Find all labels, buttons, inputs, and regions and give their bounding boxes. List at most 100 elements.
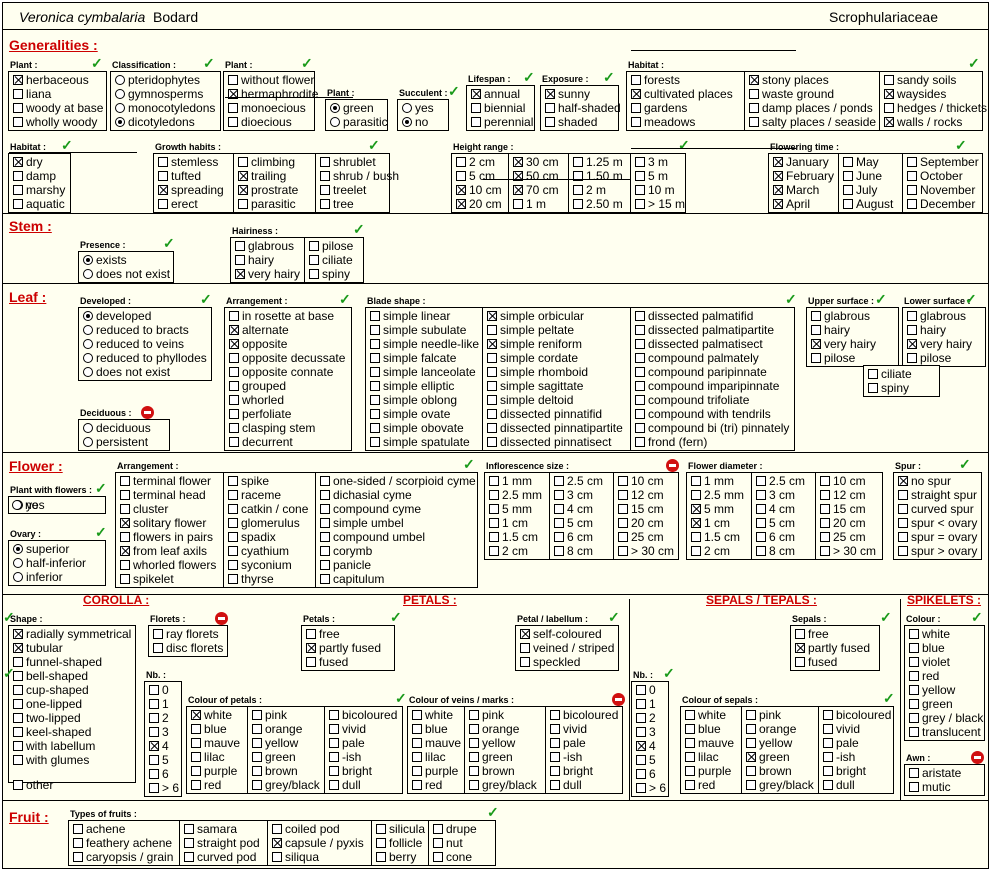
option-nb[interactable]: 6 xyxy=(633,767,656,781)
option-developed[interactable]: developed xyxy=(80,309,151,323)
checkbox[interactable] xyxy=(820,490,830,500)
option-spur[interactable]: spur < ovary xyxy=(895,516,977,530)
option-plant[interactable]: wholly woody xyxy=(10,115,97,129)
checkbox[interactable] xyxy=(907,353,917,363)
option-blade-shape[interactable]: frond (fern) xyxy=(632,435,707,449)
checkbox[interactable] xyxy=(229,437,239,447)
option-colour-of-veins-marks[interactable]: green xyxy=(466,750,513,764)
checkbox[interactable] xyxy=(320,560,330,570)
radio-button[interactable] xyxy=(12,500,22,510)
radio-button[interactable] xyxy=(13,572,23,582)
checkbox[interactable] xyxy=(370,395,380,405)
checkbox[interactable] xyxy=(550,738,560,748)
option-inflorescence-size[interactable]: 1 cm xyxy=(486,516,528,530)
option-petal-labellum[interactable]: veined / striped xyxy=(517,641,614,655)
option-colour-of-veins-marks[interactable]: -ish xyxy=(547,750,582,764)
option-petal-labellum[interactable]: speckled xyxy=(517,655,580,669)
checkbox[interactable] xyxy=(235,269,245,279)
option-height-range[interactable]: 2 m xyxy=(570,183,606,197)
checkbox[interactable] xyxy=(13,117,23,127)
option-colour[interactable]: green xyxy=(906,697,953,711)
option-extra[interactable]: ciliate xyxy=(865,367,912,381)
option-colour-of-petals[interactable]: green xyxy=(249,750,296,764)
checkbox[interactable] xyxy=(550,766,560,776)
option-arrangement[interactable]: thyrse xyxy=(225,572,274,586)
option-inflorescence-size[interactable]: 5 mm xyxy=(486,502,532,516)
checkbox[interactable] xyxy=(370,339,380,349)
option-growth-habits[interactable]: prostrate xyxy=(235,183,298,197)
checkbox[interactable] xyxy=(471,103,481,113)
checkbox[interactable] xyxy=(191,710,201,720)
checkbox[interactable] xyxy=(685,766,695,776)
option-shape[interactable]: radially symmetrical xyxy=(10,627,131,641)
option-colour-of-sepals[interactable]: -ish xyxy=(820,750,855,764)
option-flower-diameter[interactable]: > 30 cm xyxy=(817,544,876,558)
checkbox[interactable] xyxy=(884,75,894,85)
option-flower-diameter[interactable]: 8 cm xyxy=(753,544,795,558)
option-height-range[interactable]: 30 cm xyxy=(510,155,559,169)
option-nb[interactable]: 1 xyxy=(146,697,169,711)
option-inflorescence-size[interactable]: 1.5 cm xyxy=(486,530,538,544)
checkbox[interactable] xyxy=(884,89,894,99)
option-nb[interactable]: 3 xyxy=(146,725,169,739)
checkbox[interactable] xyxy=(487,381,497,391)
option-flower-diameter[interactable]: 12 cm xyxy=(817,488,866,502)
checkbox[interactable] xyxy=(746,738,756,748)
option-inflorescence-size[interactable]: 12 cm xyxy=(615,488,664,502)
checkbox[interactable] xyxy=(573,157,583,167)
option-growth-habits[interactable]: tree xyxy=(317,197,354,211)
option-growth-habits[interactable]: shrublet xyxy=(317,155,376,169)
checkbox[interactable] xyxy=(228,89,238,99)
option-plant[interactable]: parasitic xyxy=(327,115,388,129)
checkbox[interactable] xyxy=(554,532,564,542)
option-colour-of-veins-marks[interactable]: yellow xyxy=(466,736,515,750)
checkbox[interactable] xyxy=(191,738,201,748)
checkbox[interactable] xyxy=(691,476,701,486)
option-blade-shape[interactable]: simple lanceolate xyxy=(367,365,476,379)
option-flower-diameter[interactable]: 25 cm xyxy=(817,530,866,544)
checkbox[interactable] xyxy=(691,490,701,500)
option-arrangement[interactable]: grouped xyxy=(226,379,286,393)
option-arrangement[interactable]: opposite xyxy=(226,337,287,351)
option-blade-shape[interactable]: simple deltoid xyxy=(484,393,573,407)
option-arrangement[interactable]: simple umbel xyxy=(317,516,404,530)
checkbox[interactable] xyxy=(149,713,159,723)
checkbox[interactable] xyxy=(820,504,830,514)
option-blade-shape[interactable]: simple needle-like xyxy=(367,337,479,351)
checkbox[interactable] xyxy=(909,713,919,723)
checkbox[interactable] xyxy=(13,75,23,85)
option-classification[interactable]: gymnosperms xyxy=(112,87,203,101)
option-flowering-time[interactable]: September xyxy=(904,155,979,169)
option-types-of-fruits[interactable]: achene xyxy=(70,822,125,836)
checkbox[interactable] xyxy=(471,89,481,99)
option-height-range[interactable]: 50 cm xyxy=(510,169,559,183)
checkbox[interactable] xyxy=(489,518,499,528)
checkbox[interactable] xyxy=(149,727,159,737)
option-shape[interactable]: bell-shaped xyxy=(10,669,88,683)
checkbox[interactable] xyxy=(320,532,330,542)
option-habitat[interactable]: cultivated places xyxy=(628,87,733,101)
checkbox[interactable] xyxy=(898,518,908,528)
option-arrangement[interactable]: raceme xyxy=(225,488,281,502)
option-habitat[interactable]: marshy xyxy=(10,183,65,197)
option-upper-surface[interactable]: hairy xyxy=(808,323,850,337)
checkbox[interactable] xyxy=(149,699,159,709)
option-habitat[interactable]: damp xyxy=(10,169,56,183)
option-flower-diameter[interactable]: 4 cm xyxy=(753,502,795,516)
option-classification[interactable]: pteridophytes xyxy=(112,73,200,87)
option-colour-of-petals[interactable]: grey/black xyxy=(249,778,320,792)
option-exposure[interactable]: sunny xyxy=(542,87,590,101)
option-nb[interactable]: 3 xyxy=(633,725,656,739)
checkbox[interactable] xyxy=(306,629,316,639)
option-colour[interactable]: blue xyxy=(906,641,945,655)
option-growth-habits[interactable]: erect xyxy=(155,197,198,211)
option-colour-of-sepals[interactable]: blue xyxy=(682,722,721,736)
checkbox[interactable] xyxy=(238,185,248,195)
checkbox[interactable] xyxy=(228,490,238,500)
checkbox[interactable] xyxy=(184,824,194,834)
option-colour-of-veins-marks[interactable]: pink xyxy=(466,708,504,722)
option-height-range[interactable]: 20 cm xyxy=(453,197,502,211)
checkbox[interactable] xyxy=(636,741,646,751)
checkbox[interactable] xyxy=(120,490,130,500)
option-growth-habits[interactable]: stemless xyxy=(155,155,218,169)
